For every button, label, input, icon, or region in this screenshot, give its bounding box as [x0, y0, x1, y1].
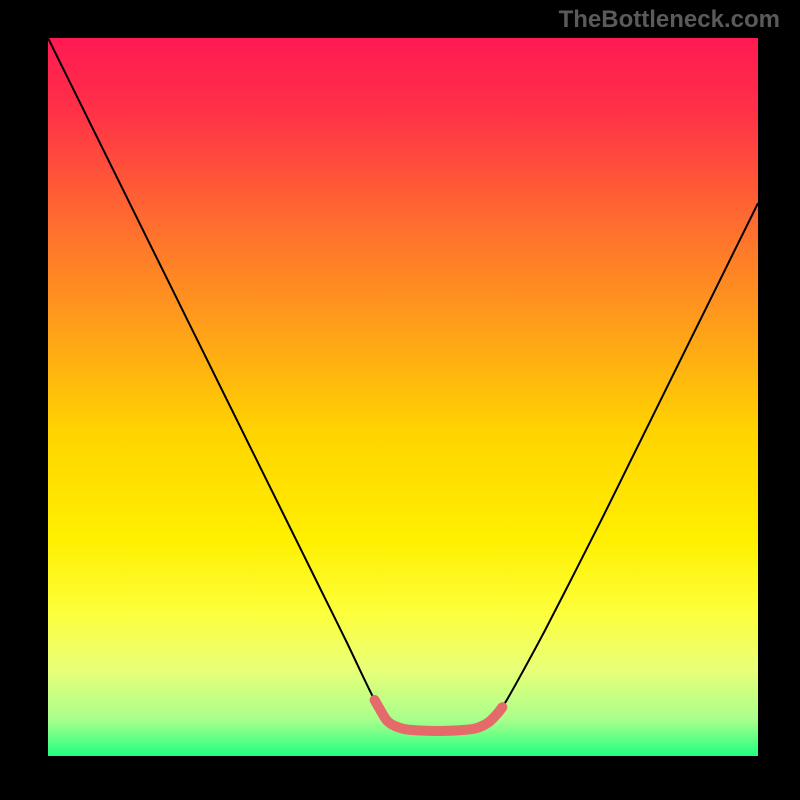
chart-svg — [48, 38, 758, 756]
chart-background — [48, 38, 758, 756]
plot-area — [48, 38, 758, 756]
watermark-text: TheBottleneck.com — [559, 6, 780, 34]
